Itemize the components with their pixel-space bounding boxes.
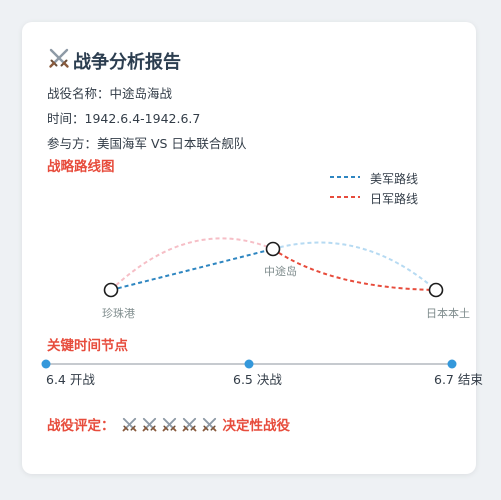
timeline-heading: 关键时间节点 (47, 338, 128, 354)
rating-sword-icon (181, 416, 198, 433)
legend-us-label: 美军路线 (370, 172, 419, 186)
pearl-harbor-label: 珍珠港 (102, 307, 135, 320)
timeline-point-mid (244, 359, 254, 369)
rating-swords (121, 416, 218, 433)
pearl-harbor-node (103, 282, 119, 298)
page-title: 战争分析报告 (73, 52, 181, 73)
rating-verdict: 决定性战役 (222, 418, 291, 434)
rating-sword-icon (201, 416, 218, 433)
rating-sword-icon (141, 416, 158, 433)
legend-japan-label: 日军路线 (370, 192, 419, 206)
rating-row: 战役评定： 决定性战役 (47, 414, 290, 434)
battle-parties: 参与方：美国海军 VS 日本联合舰队 (47, 136, 247, 151)
timeline-label-start: 6.4 开战 (46, 372, 95, 387)
rating-label: 战役评定： (47, 418, 115, 434)
midway-label: 中途岛 (264, 265, 297, 278)
rating-sword-icon (121, 416, 138, 433)
timeline-point-start (41, 359, 51, 369)
battle-time: 时间：1942.6.4-1942.6.7 (47, 111, 201, 126)
midway-japan-arc (272, 241, 437, 291)
japan-label: 日本本土 (426, 307, 470, 320)
crossed-swords-icon (49, 48, 69, 68)
rating-sword-icon (161, 416, 178, 433)
japan-node (428, 282, 444, 298)
japan-route-line (272, 248, 437, 291)
midway-node (265, 241, 281, 257)
route-map-heading: 战略路线图 (47, 159, 115, 175)
pearl-midway-arc (110, 237, 274, 291)
report-card (22, 22, 476, 474)
timeline-label-end: 6.7 结束 (434, 372, 483, 387)
timeline-point-end (447, 359, 457, 369)
battle-name: 战役名称：中途岛海战 (47, 86, 173, 101)
timeline-label-mid: 6.5 决战 (233, 372, 282, 387)
